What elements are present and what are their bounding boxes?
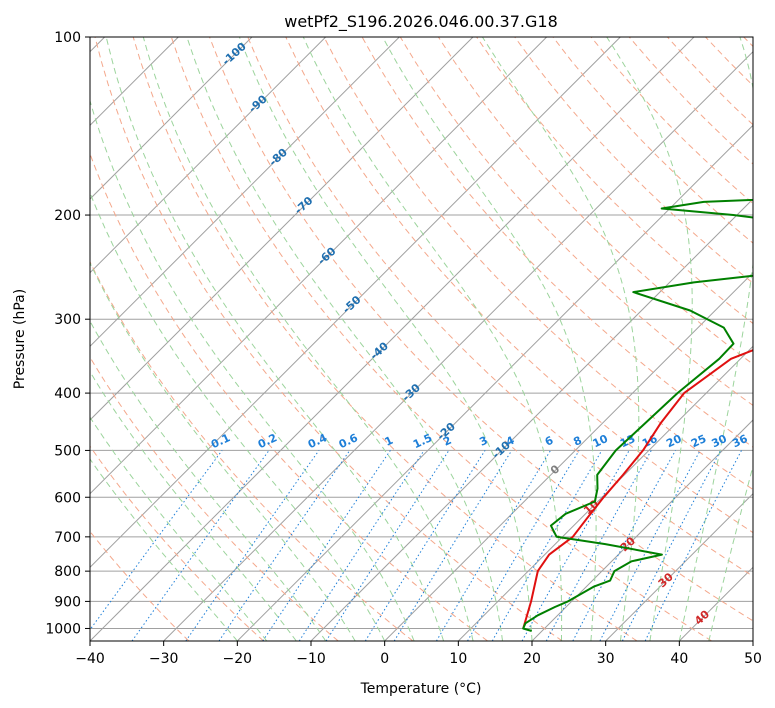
y-tick-label: 100	[54, 30, 81, 46]
mixing-ratio-label: 30	[710, 432, 730, 450]
x-tick-label: −30	[149, 651, 179, 667]
moist-adiabat-line	[382, 37, 597, 641]
isotherm-line	[384, 271, 753, 641]
x-axis-title: Temperature (°C)	[360, 681, 482, 697]
isotherm-line	[90, 37, 327, 274]
y-axis: 100 200 300 400 500 600 700 800 900 1000	[45, 30, 90, 637]
moist-adiabat-line	[90, 416, 268, 641]
dry-adiabat-line	[90, 260, 414, 641]
isotherm-line	[90, 37, 548, 495]
y-tick-label: 600	[54, 490, 81, 506]
mixing-ratio-label: 25	[689, 432, 708, 450]
moist-adiabat-line	[238, 37, 533, 641]
mixing-ratio-line	[185, 450, 320, 641]
moist-adiabat-line	[678, 37, 753, 641]
moist-adiabat-line	[90, 370, 297, 641]
mixing-ratio-line	[218, 450, 351, 641]
moist-adiabat-line	[90, 320, 327, 641]
mixing-ratio-label: 13	[618, 432, 637, 450]
mixing-ratio-line	[90, 450, 223, 631]
mixing-ratio-line	[393, 450, 513, 641]
moist-adiabat-line	[90, 99, 415, 641]
y-tick-label: 200	[54, 208, 81, 224]
dry-adiabat-line	[514, 37, 753, 284]
y-axis-title: Pressure (hPa)	[12, 289, 28, 389]
isotherm-line	[236, 124, 753, 641]
dry-adiabat-line	[247, 37, 753, 577]
x-tick-label: 40	[670, 651, 688, 667]
moist-adiabat-line	[142, 37, 474, 641]
mixing-ratio-line	[521, 450, 630, 641]
dry-adiabat-line	[90, 445, 264, 641]
mixing-ratio-line	[325, 450, 450, 641]
isotherm-line	[90, 37, 474, 421]
moist-adiabat-line	[90, 261, 356, 641]
mixing-ratio-line	[644, 450, 742, 641]
x-tick-label: 30	[597, 651, 615, 667]
temperature-profile	[522, 349, 753, 629]
y-tick-label: 500	[54, 443, 81, 459]
isotherm-line	[90, 37, 621, 569]
dewpoint-profile	[522, 198, 753, 632]
y-tick-label: 400	[54, 386, 81, 402]
mixing-ratio-line	[262, 450, 391, 641]
x-axis: −40 −30 −20 −10 0 10 20 30 40 50	[75, 641, 762, 667]
dry-adiabat-line	[170, 37, 712, 641]
isotherm-line	[531, 419, 753, 641]
isotherm-line	[605, 492, 753, 641]
x-tick-label: −20	[223, 651, 253, 667]
isotherm-line	[90, 37, 400, 348]
isotherm-line	[90, 37, 695, 641]
dry-adiabat-line	[90, 356, 339, 641]
profiles	[522, 198, 753, 632]
dry-adiabat-line	[94, 37, 563, 641]
mixing-ratio-line	[298, 450, 425, 641]
moist-adiabat-line	[481, 37, 640, 641]
mixing-ratio-line	[572, 450, 676, 641]
x-tick-label: −40	[75, 651, 105, 667]
y-tick-label: 900	[54, 594, 81, 610]
plot-frame	[89, 36, 754, 642]
y-tick-label: 800	[54, 564, 81, 580]
mixing-ratio-label: 10	[591, 432, 611, 450]
moist-adiabat-line	[302, 37, 563, 641]
mixing-ratio-line	[621, 450, 722, 641]
moist-adiabat-line	[90, 191, 386, 641]
isotherm-line	[90, 37, 253, 200]
chart-title: wetPf2_S196.2026.046.00.37.G18	[284, 12, 558, 32]
dry-adiabat-line	[132, 37, 638, 641]
mixing-ratio-line	[545, 450, 652, 641]
y-tick-label: 700	[54, 530, 81, 546]
dry-adiabat-line	[209, 37, 753, 622]
x-tick-label: 20	[523, 651, 541, 667]
isotherm-line	[163, 50, 753, 641]
moist-adiabat-line	[606, 37, 693, 641]
moist-adiabat-line	[105, 37, 445, 641]
background-lines	[90, 37, 753, 641]
mixing-ratio-label: 20	[664, 432, 684, 450]
dry-adiabat-line	[285, 37, 753, 534]
mixing-ratio-line	[131, 450, 270, 641]
moist-adiabat-line	[90, 458, 238, 641]
moist-adiabat-line	[708, 464, 753, 641]
y-tick-label: 1000	[45, 621, 81, 637]
mixing-ratio-label: 36	[730, 432, 750, 450]
x-tick-label: 10	[449, 651, 467, 667]
isotherm-line	[457, 345, 753, 641]
y-tick-label: 300	[54, 312, 81, 328]
x-tick-label: 50	[744, 651, 762, 667]
x-tick-label: −10	[296, 651, 326, 667]
x-tick-label: 0	[380, 651, 389, 667]
moist-adiabat-line	[186, 37, 503, 641]
dry-adiabat-line	[323, 37, 753, 491]
